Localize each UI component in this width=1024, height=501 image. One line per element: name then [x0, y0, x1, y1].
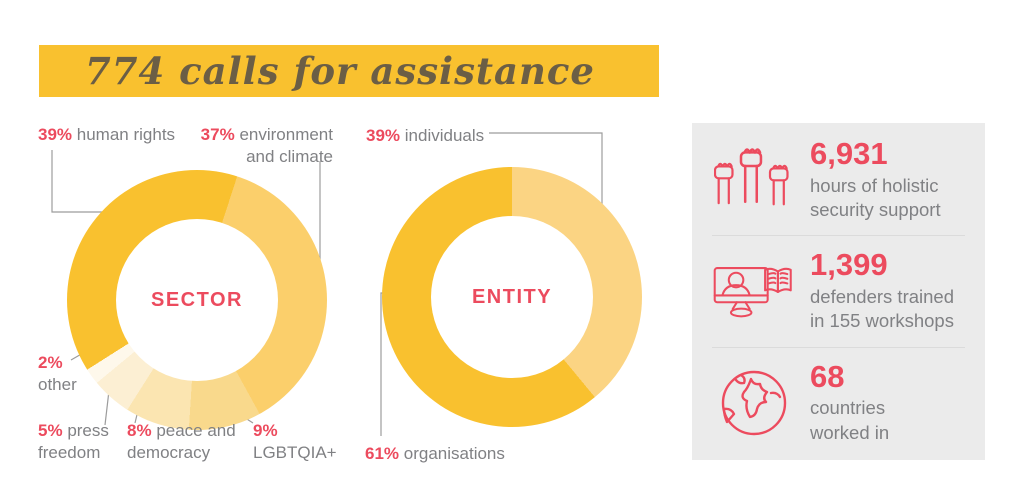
label-individuals: 39% individuals: [366, 126, 485, 145]
stat-value: 68: [810, 358, 845, 394]
sector-donut-chart: SECTOR: [67, 170, 327, 430]
stat-text: 6,931 hours of holistic security support: [810, 135, 941, 222]
stat-value: 1,399: [810, 247, 888, 283]
entity-donut-hole: ENTITY: [431, 216, 593, 378]
stat-label: countries worked in: [810, 397, 890, 443]
stat-countries: 68 countries worked in: [712, 346, 965, 458]
sector-center-label: SECTOR: [151, 288, 243, 311]
stat-hours-of-support: 6,931 hours of holistic security support: [712, 125, 965, 235]
raised-fists-icon: [712, 144, 796, 216]
title-banner: 774 calls for assistance: [39, 45, 659, 97]
stat-text: 1,399 defenders trained in 155 workshops: [810, 249, 954, 333]
stats-panel: 6,931 hours of holistic security support: [692, 123, 985, 460]
sector-donut-hole: SECTOR: [116, 219, 278, 381]
label-peace-democracy: 8% peace and democracy: [127, 421, 236, 463]
entity-center-label: ENTITY: [471, 285, 553, 308]
label-other: 2% other: [38, 353, 77, 395]
stat-defenders-trained: 1,399 defenders trained in 155 workshops: [712, 235, 965, 346]
globe-icon: [712, 367, 796, 439]
leader-human-rights: [51, 150, 112, 213]
online-training-icon: [712, 260, 796, 324]
stat-label: hours of holistic security support: [810, 174, 941, 220]
label-human-rights: 39% human rights: [38, 125, 176, 144]
page-title: 774 calls for assistance: [85, 49, 595, 93]
stat-label: defenders trained in 155 workshops: [810, 285, 954, 332]
label-lgbtqia: 9% LGBTQIA+: [253, 421, 337, 463]
stat-value: 6,931: [810, 135, 888, 171]
entity-donut-chart: ENTITY: [382, 167, 642, 427]
label-organisations: 61% organisations: [365, 444, 505, 463]
label-environment: 37% environment and climate: [200, 125, 333, 167]
stat-text: 68 countries worked in: [810, 358, 890, 445]
label-press-freedom: 5% press freedom: [38, 421, 109, 463]
